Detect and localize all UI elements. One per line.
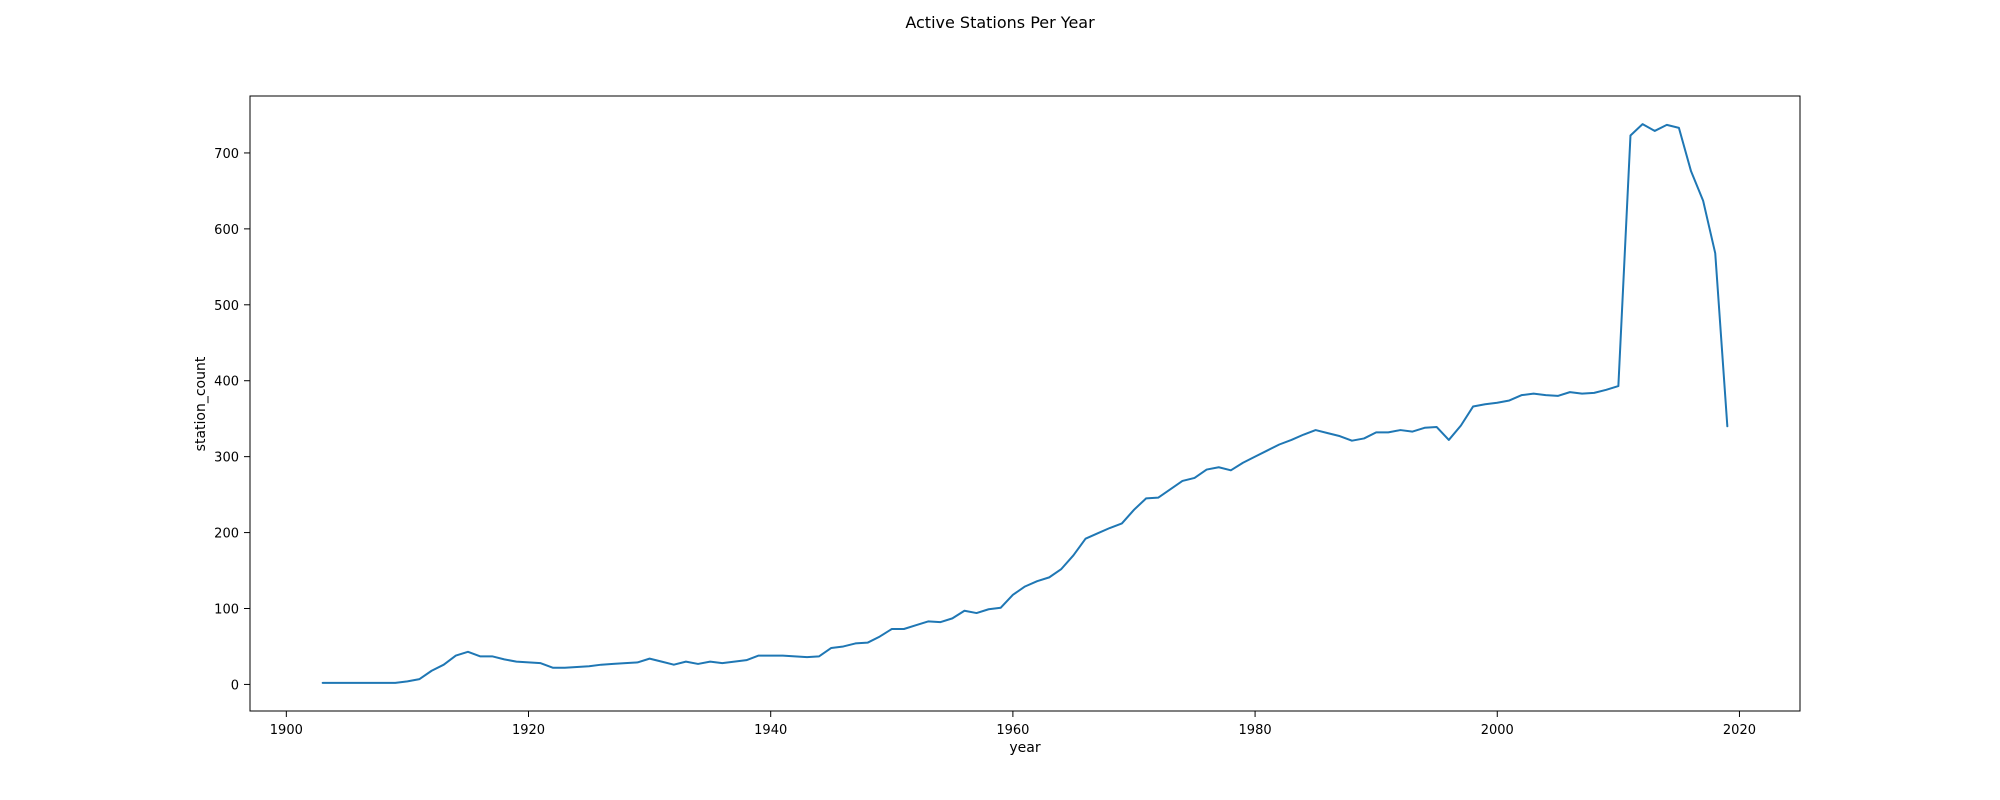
x-axis-label: year bbox=[1009, 740, 1040, 756]
x-tick-label: 1900 bbox=[270, 723, 303, 738]
y-tick-label: 100 bbox=[214, 603, 239, 618]
y-tick-label: 400 bbox=[214, 375, 239, 390]
x-axis-ticks: 1900 1920 1940 1960 1980 2000 2020 bbox=[270, 711, 1756, 738]
y-tick-label: 700 bbox=[214, 147, 239, 162]
x-tick-label: 2020 bbox=[1723, 723, 1756, 738]
x-tick-label: 1960 bbox=[996, 723, 1029, 738]
x-tick-label: 1940 bbox=[754, 723, 787, 738]
station-count-line bbox=[321, 123, 1729, 684]
y-axis-ticks: 0 100 200 300 400 500 600 700 bbox=[214, 147, 250, 693]
y-tick-label: 500 bbox=[214, 299, 239, 314]
y-tick-label: 300 bbox=[214, 451, 239, 466]
x-tick-label: 2000 bbox=[1481, 723, 1514, 738]
y-tick-label: 600 bbox=[214, 223, 239, 238]
x-tick-label: 1920 bbox=[512, 723, 545, 738]
chart-title: Active Stations Per Year bbox=[905, 13, 1095, 32]
y-axis-label: station_count bbox=[193, 356, 209, 451]
y-tick-label: 0 bbox=[231, 678, 239, 693]
x-tick-label: 1980 bbox=[1239, 723, 1272, 738]
y-tick-label: 200 bbox=[214, 527, 239, 542]
plot-area-frame bbox=[249, 95, 1801, 712]
